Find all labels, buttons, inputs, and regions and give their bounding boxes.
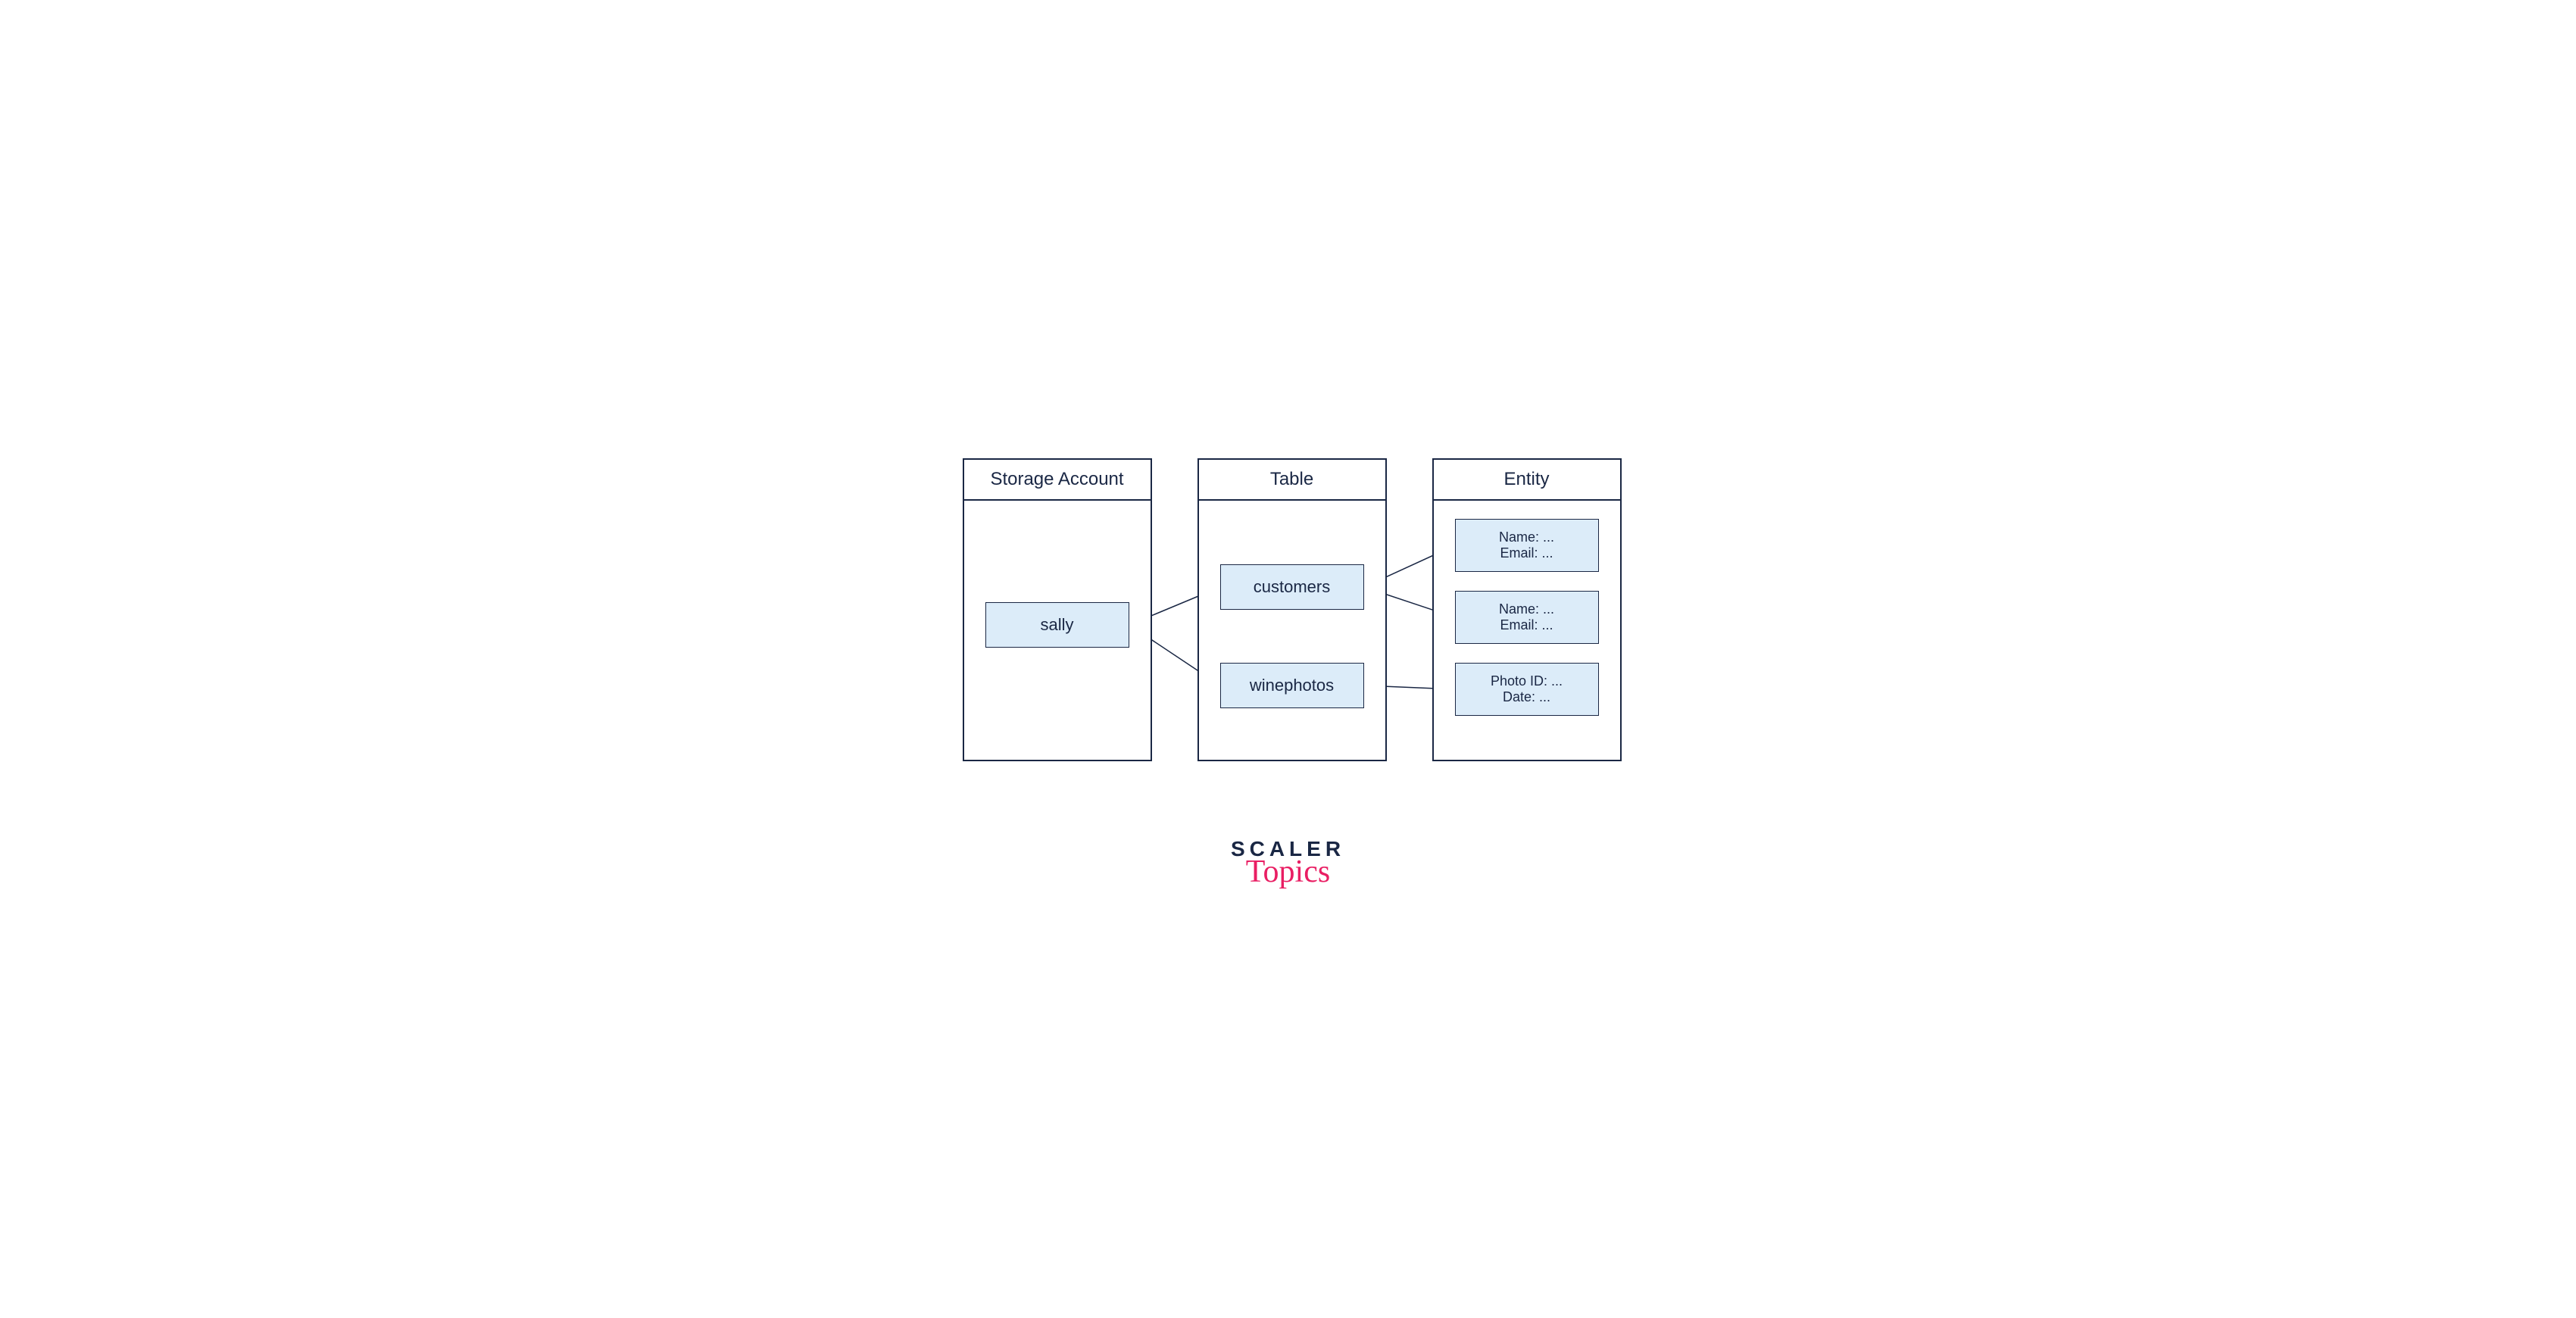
node-line: Email: ...: [1500, 617, 1553, 633]
column-header: Table: [1199, 460, 1385, 501]
node-ent1: Name: ...Email: ...: [1455, 519, 1599, 572]
node-line: Name: ...: [1499, 601, 1554, 617]
node-line: Email: ...: [1500, 545, 1553, 561]
column-header: Storage Account: [964, 460, 1151, 501]
diagram-canvas: Storage Account Table Entity sally customers…: [910, 428, 1667, 807]
node-line: Photo ID: ...: [1491, 673, 1563, 689]
column-col-table: Table: [1197, 458, 1387, 761]
node-customers: customers: [1220, 564, 1364, 610]
node-winephotos: winephotos: [1220, 663, 1364, 708]
column-header: Entity: [1434, 460, 1620, 501]
logo-bottom-text: Topics: [1231, 854, 1345, 890]
node-ent2: Name: ...Email: ...: [1455, 591, 1599, 644]
node-line: Name: ...: [1499, 529, 1554, 545]
scaler-logo: SCALER Topics: [1231, 837, 1345, 890]
node-sally: sally: [985, 602, 1129, 648]
node-ent3: Photo ID: ...Date: ...: [1455, 663, 1599, 716]
node-line: Date: ...: [1503, 689, 1550, 705]
